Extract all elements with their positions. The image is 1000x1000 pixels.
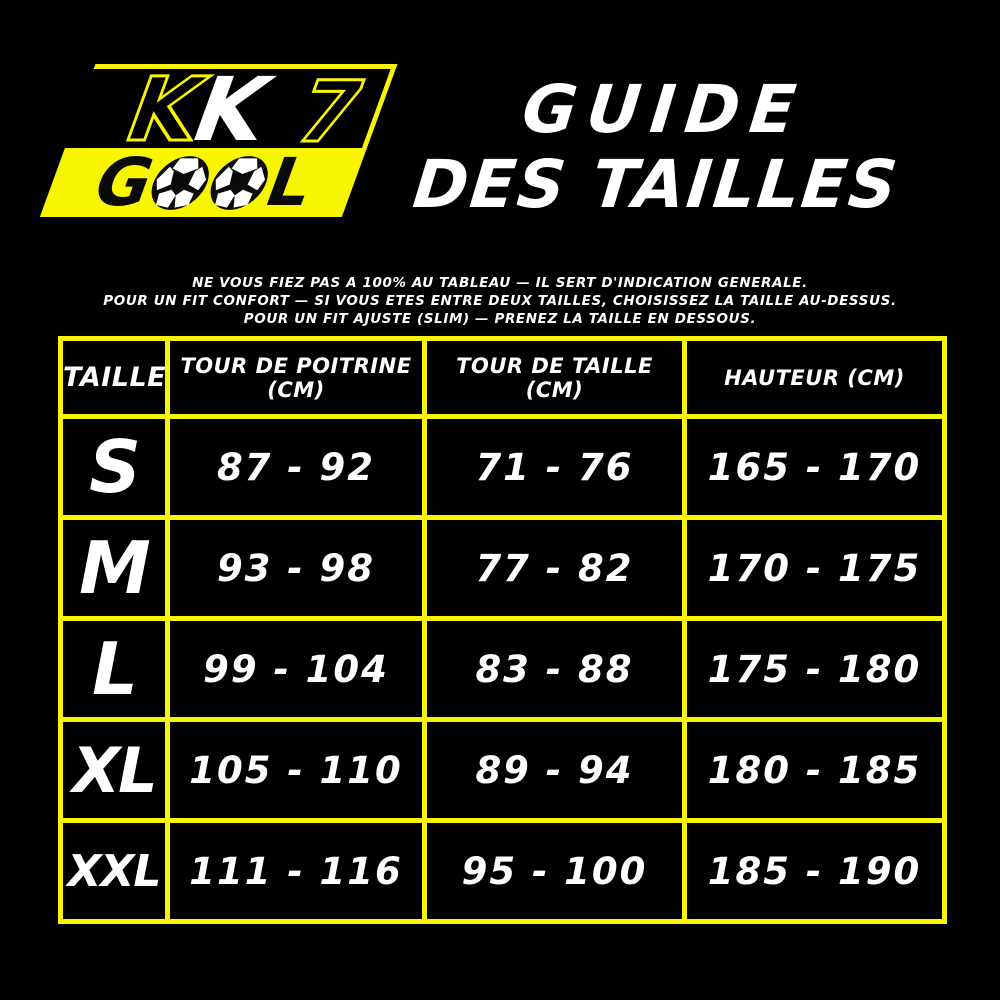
height-cell: 175 - 180 — [682, 616, 947, 722]
page-title: GUIDE DES TAILLES — [372, 71, 948, 223]
waist-cell: 89 - 94 — [422, 717, 687, 823]
header-cell-hauteur: HAUTEUR (CM) — [682, 336, 947, 419]
logo-gool-band: G L — [39, 144, 367, 221]
height-cell: 165 - 170 — [682, 414, 947, 520]
logo-top-row: K K 7 — [64, 57, 398, 163]
size-cell: L — [58, 616, 170, 722]
table-row-s: S 87 - 92 71 - 76 165 - 170 — [58, 414, 947, 520]
table-row-l: L 99 - 104 83 - 88 175 - 180 — [58, 616, 947, 722]
chest-cell: 87 - 92 — [165, 414, 427, 520]
disclaimer-line-3: POUR UN FIT AJUSTE (SLIM) — PRENEZ LA TA… — [243, 311, 757, 327]
soccer-ball-icon — [210, 155, 268, 210]
size-cell: M — [58, 515, 170, 621]
header-cell-tour-taille: TOUR DE TAILLE (CM) — [422, 336, 687, 419]
logo-kk-letters: K K — [111, 57, 282, 163]
page-title-line2: DES TAILLES — [409, 146, 903, 223]
size-table: TAILLE TOUR DE POITRINE (CM) TOUR DE TAI… — [58, 336, 947, 924]
chest-cell: 99 - 104 — [165, 616, 427, 722]
soccer-ball-icon — [151, 155, 209, 210]
size-cell: S — [58, 414, 170, 520]
table-row-xl: XL 105 - 110 89 - 94 180 - 185 — [58, 717, 947, 823]
height-cell: 180 - 185 — [682, 717, 947, 823]
header-cell-taille: TAILLE — [58, 336, 170, 419]
chest-cell: 105 - 110 — [165, 717, 427, 823]
table-header-row: TAILLE TOUR DE POITRINE (CM) TOUR DE TAI… — [58, 336, 947, 419]
disclaimer-text: NE VOUS FIEZ PAS A 100% AU TABLEAU — IL … — [0, 274, 1000, 328]
chest-cell: 111 - 116 — [165, 818, 427, 924]
waist-cell: 77 - 82 — [422, 515, 687, 621]
disclaimer-line-1: NE VOUS FIEZ PAS A 100% AU TABLEAU — IL … — [192, 275, 808, 291]
page-title-line1: GUIDE — [518, 71, 810, 148]
header-cell-poitrine: TOUR DE POITRINE (CM) — [165, 336, 427, 419]
waist-cell: 95 - 100 — [422, 818, 687, 924]
logo-numeral-7: 7 — [281, 62, 376, 163]
waist-cell: 83 - 88 — [422, 616, 687, 722]
size-cell: XL — [58, 717, 170, 823]
kkgool-logo: K K 7 G L — [38, 57, 398, 222]
height-cell: 185 - 190 — [682, 818, 947, 924]
table-row-xxl: XXL 111 - 116 95 - 100 185 - 190 — [58, 818, 947, 924]
height-cell: 170 - 175 — [682, 515, 947, 621]
table-row-m: M 93 - 98 77 - 82 170 - 175 — [58, 515, 947, 621]
disclaimer-line-2: POUR UN FIT CONFORT — SI VOUS ETES ENTRE… — [103, 293, 897, 309]
size-cell: XXL — [58, 818, 170, 924]
waist-cell: 71 - 76 — [422, 414, 687, 520]
chest-cell: 93 - 98 — [165, 515, 427, 621]
